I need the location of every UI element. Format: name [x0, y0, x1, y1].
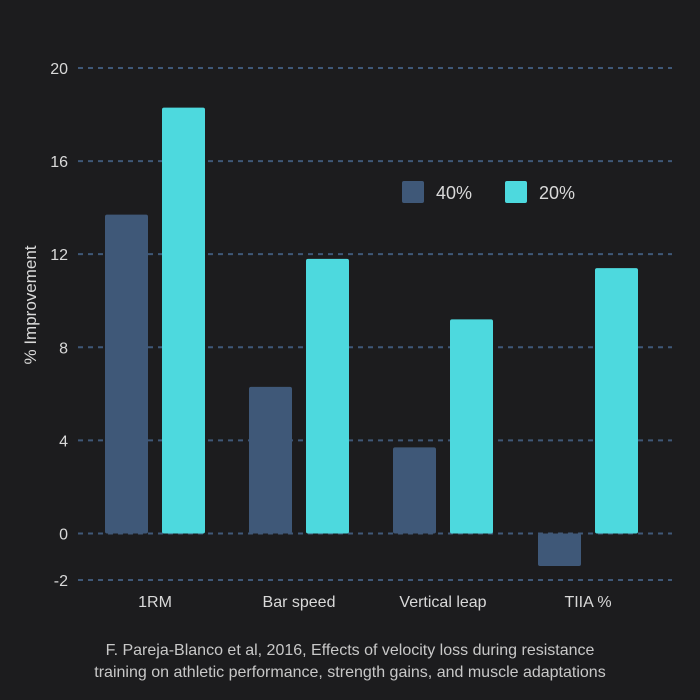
- y-tick-label: -2: [54, 573, 68, 590]
- caption-line-1: F. Pareja-Blanco et al, 2016, Effects of…: [105, 642, 595, 659]
- bar: [105, 214, 148, 534]
- legend-label: 20%: [539, 183, 575, 203]
- y-tick-label: 4: [59, 433, 68, 450]
- y-tick-label: 0: [59, 526, 68, 543]
- y-tick-label: 20: [50, 61, 68, 78]
- bars: [105, 107, 638, 567]
- x-axis-ticks: 1RM Bar speed Vertical leap TIIA %: [138, 594, 611, 611]
- legend-label: 40%: [436, 183, 472, 203]
- y-axis-label: % Improvement: [21, 245, 40, 364]
- bar: [162, 107, 205, 534]
- bar: [249, 386, 292, 534]
- y-tick-label: 16: [50, 154, 68, 171]
- bar: [538, 533, 581, 567]
- legend-swatch: [505, 181, 527, 203]
- x-tick-label: Bar speed: [263, 594, 336, 611]
- legend: 40% 20%: [402, 181, 575, 203]
- bar: [393, 447, 436, 534]
- bar: [595, 268, 638, 534]
- x-tick-label: Vertical leap: [399, 594, 486, 611]
- y-tick-label: 8: [59, 340, 68, 357]
- legend-swatch: [402, 181, 424, 203]
- y-axis-ticks: -2 0 4 8 12 16 20: [50, 61, 68, 590]
- bar: [450, 319, 493, 534]
- x-tick-label: 1RM: [138, 594, 172, 611]
- y-tick-label: 12: [50, 247, 68, 264]
- x-tick-label: TIIA %: [564, 594, 611, 611]
- caption-line-2: training on athletic performance, streng…: [94, 664, 606, 681]
- bar: [306, 258, 349, 534]
